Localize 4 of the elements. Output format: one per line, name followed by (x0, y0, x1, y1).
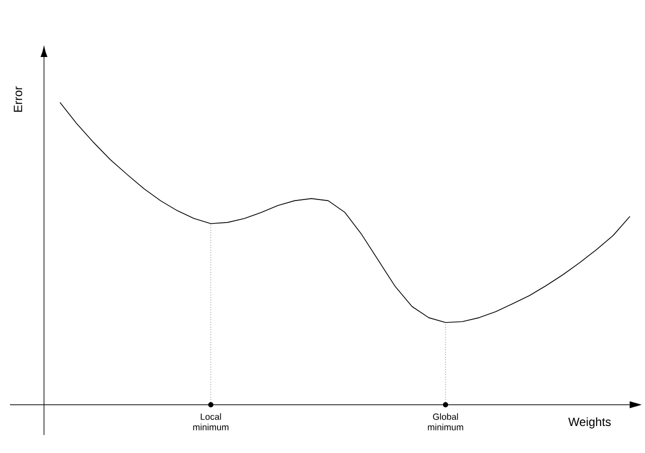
x-tick-label: Local minimum (193, 413, 228, 430)
x-tick-label: Global minimum (428, 413, 464, 430)
y-axis-title: Error (14, 86, 22, 112)
x-axis-title: Weights (568, 417, 611, 428)
